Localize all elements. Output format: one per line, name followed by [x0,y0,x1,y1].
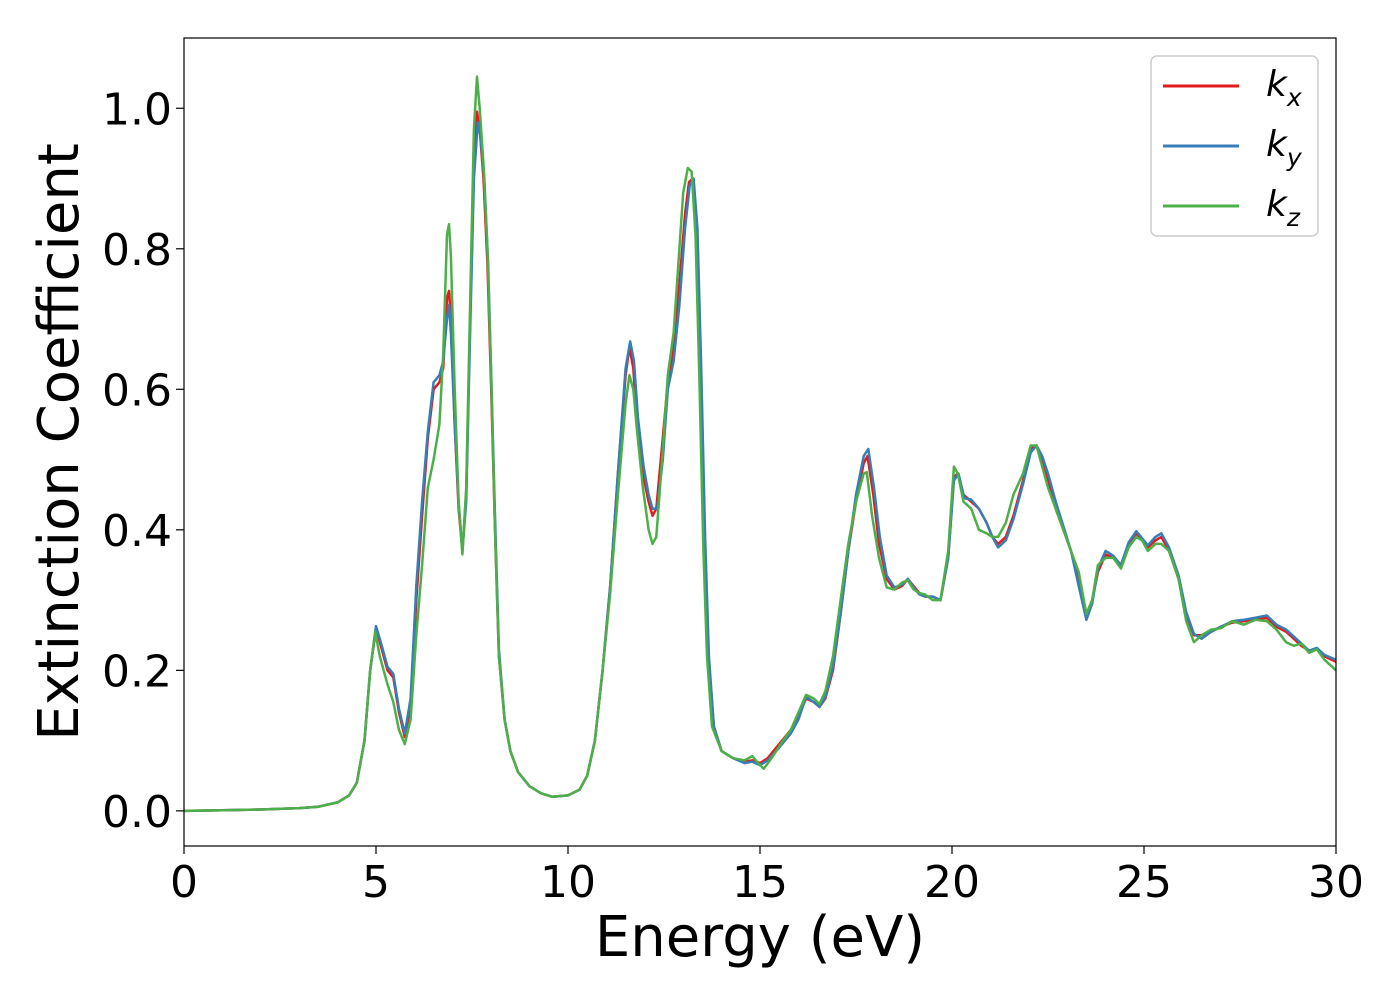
y-tick-label: 0.6 [102,365,172,416]
legend-label-z: kz [1266,184,1301,232]
x-axis: 0 5 10 15 20 25 30 [170,846,1364,908]
legend-label-x: kx [1266,64,1302,112]
y-axis: 0.0 0.2 0.4 0.6 0.8 1.0 [102,84,184,838]
x-axis-title: Energy (eV) [595,905,925,970]
legend-label-y: ky [1266,124,1303,172]
series-layer [184,75,1336,813]
y-tick-label: 1.0 [102,84,172,135]
x-tick-label: 25 [1116,857,1172,908]
x-tick-label: 20 [924,857,980,908]
series-line-z [184,75,1336,813]
y-axis-title: Extinction Coefficient [27,143,92,741]
x-tick-label: 30 [1308,857,1364,908]
x-tick-label: 15 [732,857,788,908]
y-tick-label: 0.8 [102,225,172,276]
x-tick-label: 10 [540,857,596,908]
y-tick-label: 0.2 [102,646,172,697]
x-tick-label: 0 [170,857,198,908]
y-tick-label: 0.4 [102,506,172,557]
y-tick-label: 0.0 [102,787,172,838]
x-tick-label: 5 [362,857,390,908]
legend: kx ky kz [1150,55,1319,237]
